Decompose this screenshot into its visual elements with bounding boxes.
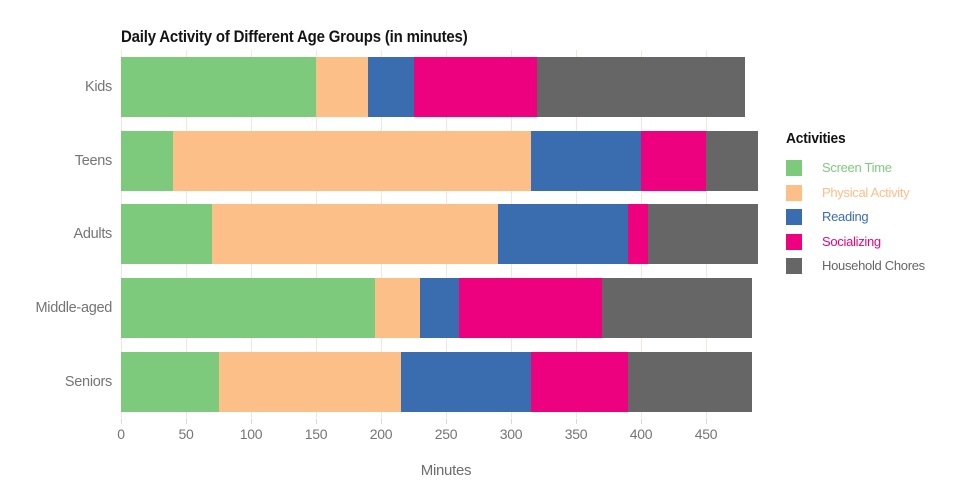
- legend-swatch-socializing: [786, 233, 802, 250]
- legend-swatch-household-chores: [786, 258, 802, 274]
- bar-segment-socializing[interactable]: [413, 57, 537, 117]
- bar-segment-physical-activity[interactable]: [212, 204, 498, 265]
- x-tick-label: 150: [304, 426, 328, 442]
- x-tick-label: 350: [564, 426, 588, 442]
- y-axis-label-teens: Teens: [74, 152, 113, 169]
- x-tick-label: 100: [239, 426, 263, 442]
- legend-label: Physical Activity: [822, 184, 910, 200]
- bar-segment-screen-time[interactable]: [121, 57, 316, 117]
- legend-label: Screen Time: [822, 160, 892, 175]
- bar-row-seniors: [121, 351, 752, 412]
- legend-label: Reading: [822, 209, 869, 224]
- y-axis-label-adults: Adults: [73, 226, 113, 243]
- x-axis-title: Minutes: [420, 462, 472, 479]
- legend-item-physical-activity[interactable]: Physical Activity: [786, 184, 958, 201]
- legend-swatch-reading: [786, 209, 802, 225]
- plot-area: [121, 50, 771, 418]
- bar-segment-socializing[interactable]: [459, 278, 602, 339]
- bar-segment-household-chores[interactable]: [537, 57, 745, 117]
- x-tick-mark: [446, 419, 447, 424]
- x-tick-label: 450: [694, 426, 718, 442]
- bar-segment-reading[interactable]: [498, 204, 628, 265]
- bar-segment-physical-activity[interactable]: [218, 351, 401, 412]
- legend-item-socializing[interactable]: Socializing: [786, 233, 958, 250]
- legend-swatch-physical-activity: [786, 184, 802, 201]
- bar-segment-reading[interactable]: [420, 278, 459, 339]
- x-tick-mark: [251, 419, 252, 424]
- bar-segment-screen-time[interactable]: [121, 204, 212, 265]
- x-tick-label: 400: [629, 426, 653, 442]
- legend-item-household-chores[interactable]: Household Chores: [786, 258, 958, 274]
- bar-row-teens: [121, 130, 758, 191]
- x-tick-mark: [316, 419, 317, 424]
- bar-segment-screen-time[interactable]: [121, 351, 219, 412]
- x-tick-mark: [381, 419, 382, 424]
- legend-title: Activities: [786, 130, 846, 147]
- bar-segment-household-chores[interactable]: [602, 278, 752, 339]
- bar-row-adults: [121, 204, 758, 265]
- chart-title: Daily Activity of Different Age Groups (…: [121, 27, 468, 46]
- x-tick-mark: [641, 419, 642, 424]
- bar-segment-reading[interactable]: [530, 130, 641, 191]
- legend-label: Socializing: [822, 233, 881, 249]
- bar-segment-screen-time[interactable]: [121, 278, 375, 339]
- bar-segment-household-chores[interactable]: [628, 351, 752, 412]
- bar-segment-reading[interactable]: [368, 57, 414, 117]
- x-tick-label: 200: [369, 426, 393, 442]
- bar-segment-socializing[interactable]: [628, 204, 648, 265]
- legend-items: Screen Time Physical Activity Reading Socia…: [786, 160, 958, 274]
- x-tick-label: 0: [117, 426, 125, 442]
- x-tick-label: 250: [434, 426, 458, 442]
- legend-swatch-screen-time: [786, 160, 802, 176]
- bar-segment-physical-activity[interactable]: [374, 278, 420, 339]
- y-axis-label-kids: Kids: [84, 79, 112, 95]
- x-tick-mark: [186, 419, 187, 424]
- x-tick-mark: [121, 419, 122, 424]
- bar-row-kids: [121, 57, 745, 117]
- x-tick-mark: [706, 419, 707, 424]
- bar-segment-socializing[interactable]: [641, 130, 706, 191]
- x-tick-mark: [576, 419, 577, 424]
- bar-segment-household-chores[interactable]: [647, 204, 758, 265]
- legend: Activities Screen Time Physical Activity R…: [786, 130, 958, 283]
- y-axis-label-middle-aged: Middle-aged: [35, 300, 113, 317]
- bar-segment-socializing[interactable]: [530, 351, 628, 412]
- bar-segment-household-chores[interactable]: [706, 130, 758, 191]
- legend-item-screen-time[interactable]: Screen Time: [786, 160, 958, 176]
- bar-segment-physical-activity[interactable]: [173, 130, 531, 191]
- bar-segment-screen-time[interactable]: [121, 130, 173, 191]
- y-axis-label-seniors: Seniors: [64, 373, 112, 390]
- x-tick-label: 300: [499, 426, 523, 442]
- x-axis: 0 50 100 150 200 250 300 350 400 450: [117, 418, 771, 463]
- bar-segment-reading[interactable]: [400, 351, 531, 412]
- x-tick-mark: [511, 419, 512, 424]
- bar-segment-physical-activity[interactable]: [316, 57, 368, 117]
- legend-label: Household Chores: [822, 258, 925, 273]
- bar-row-middle-aged: [121, 278, 752, 339]
- x-tick-label: 50: [178, 426, 194, 442]
- legend-item-reading[interactable]: Reading: [786, 209, 958, 225]
